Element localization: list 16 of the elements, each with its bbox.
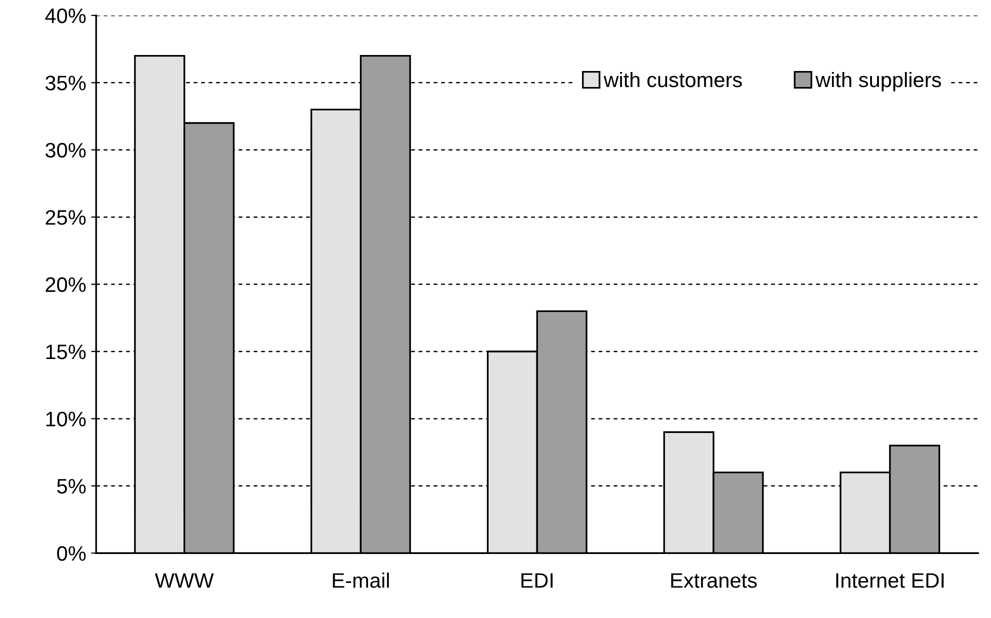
y-tick-label: 10%	[46, 412, 86, 426]
x-tick-label: Internet EDI	[836, 573, 944, 588]
y-tick-label: 0%	[57, 546, 86, 561]
y-tick-label: 35%	[46, 76, 86, 90]
x-tick-label: E-mail	[332, 572, 389, 588]
x-tick-label: WWW	[154, 573, 214, 588]
x-tick-label: Extranets	[671, 573, 757, 588]
y-tick-label: 15%	[46, 344, 86, 360]
y-tick-label: 40%	[45, 8, 86, 24]
y-tick-label: 25%	[46, 210, 86, 225]
x-tick-label: EDI	[521, 573, 553, 588]
y-tick-label: 5%	[57, 478, 86, 494]
y-tick-label: 20%	[46, 277, 86, 292]
legend-label: with customers	[604, 72, 742, 88]
y-tick-label: 30%	[46, 142, 86, 158]
legend-label: with suppliers	[815, 72, 941, 92]
